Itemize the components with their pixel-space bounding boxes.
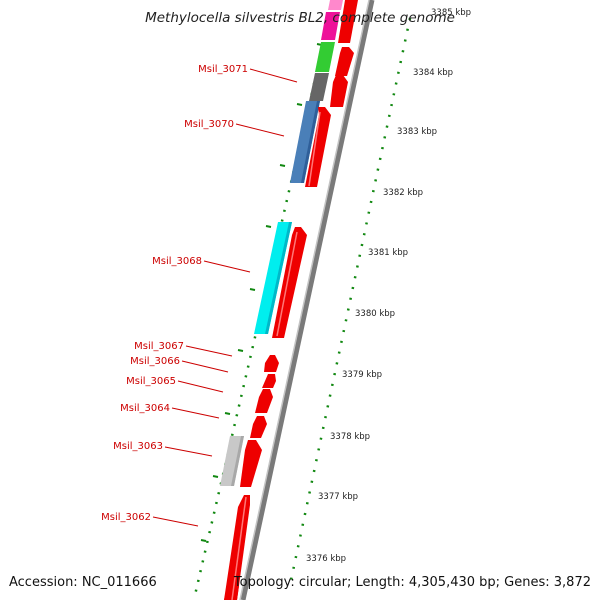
page-title: Methylocella silvestris BL2, complete ge… — [145, 10, 455, 26]
gene-feature-3062 — [224, 495, 250, 600]
gc-dash — [237, 349, 244, 352]
gene-label-msil-3067: Msil_3067 — [134, 341, 184, 352]
gene-label-msil-3066: Msil_3066 — [130, 356, 180, 367]
gene-label-msil-3071: Msil_3071 — [198, 64, 248, 75]
gene-feature-3066 — [262, 374, 276, 388]
genome-backbone — [239, 0, 375, 600]
gene-label-msil-3065: Msil_3065 — [126, 376, 176, 387]
kbp-tick-label: 3378 kbp — [330, 432, 370, 442]
kbp-tick-label: 3376 kbp — [306, 554, 346, 564]
gc-dash — [265, 225, 272, 228]
gene-feature-3063-shade — [231, 436, 244, 486]
gene-feature-3070 — [290, 101, 320, 183]
gene-feature-3071 — [309, 73, 329, 101]
forward-strand-genes — [224, 0, 358, 600]
kbp-tick-label: 3380 kbp — [355, 309, 395, 319]
accession-label: Accession: NC_011666 — [9, 575, 157, 590]
kbp-labels: 3376 kbp 3377 kbp 3378 kbp 3379 kbp 3380 kbp… — [306, 8, 471, 564]
gene-label-leaders — [152, 68, 298, 527]
gene-labels: Msil_3062 Msil_3063 Msil_3064 Msil_3065 Msil… — [101, 64, 248, 523]
kbp-tick-label: 3384 kbp — [413, 68, 453, 78]
gc-dash — [249, 288, 256, 291]
reverse-strand-genes — [220, 0, 343, 486]
gc-dash — [212, 475, 219, 478]
gene-feature-3067 — [264, 355, 279, 372]
gc-dash — [200, 539, 207, 542]
gc-content-track-inner — [193, 14, 332, 596]
gene-feature-3063-fwd — [240, 440, 262, 487]
gene-feature-3070-shade — [301, 101, 320, 183]
gc-dash — [279, 164, 286, 167]
gene-label-msil-3068: Msil_3068 — [152, 256, 202, 267]
gene-feature-3065 — [255, 389, 273, 413]
gene-feature-top2-fwd — [338, 0, 358, 43]
kbp-tick-label: 3385 kbp — [431, 8, 471, 18]
gene-feature-unnamed-magenta-top — [328, 0, 343, 10]
gene-label-msil-3063: Msil_3063 — [113, 441, 163, 452]
gene-feature-top-fwd — [335, 47, 354, 76]
gene-feature-3068 — [254, 222, 292, 334]
gene-feature-3068-shade — [265, 222, 292, 334]
gc-dash — [224, 412, 231, 415]
gene-feature-3063 — [220, 436, 244, 486]
gene-label-msil-3070: Msil_3070 — [184, 119, 234, 130]
kbp-tick-label: 3377 kbp — [318, 492, 358, 502]
kbp-tick-label: 3382 kbp — [383, 188, 423, 198]
gene-feature-unnamed-green — [315, 42, 335, 72]
gene-feature-unnamed-magenta — [321, 12, 340, 40]
gene-feature-3071-fwd — [330, 75, 348, 107]
gene-feature-3064 — [250, 416, 267, 438]
gc-dash — [296, 103, 303, 106]
kbp-tick-label: 3379 kbp — [342, 370, 382, 380]
gene-label-msil-3064: Msil_3064 — [120, 403, 170, 414]
kbp-tick-label: 3381 kbp — [368, 248, 408, 258]
gene-label-msil-3062: Msil_3062 — [101, 512, 151, 523]
kbp-tick-label: 3383 kbp — [397, 127, 437, 137]
gene-feature-3068-fwd — [272, 227, 307, 338]
genome-summary: Topology: circular; Length: 4,305,430 bp… — [233, 575, 591, 590]
